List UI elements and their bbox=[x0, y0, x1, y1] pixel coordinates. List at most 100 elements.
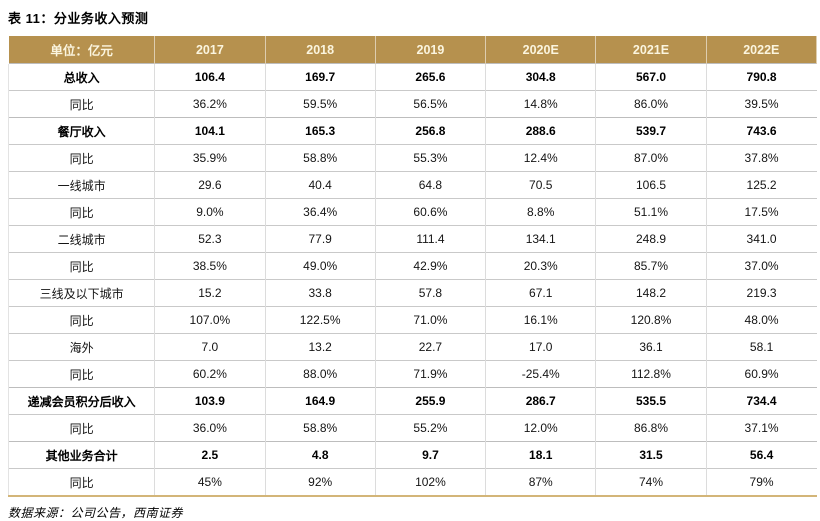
table-row: 同比 35.9% 58.8% 55.3% 12.4% 87.0% 37.8% bbox=[7, 144, 817, 172]
table-row: 海外 7.0 13.2 22.7 17.0 36.1 58.1 bbox=[7, 333, 817, 361]
cell-value: 8.8% bbox=[485, 198, 596, 226]
cell-value: 88.0% bbox=[264, 360, 376, 388]
table-row: 三线及以下城市 15.2 33.8 57.8 67.1 148.2 219.3 bbox=[7, 279, 817, 307]
cell-value: 255.9 bbox=[374, 387, 486, 415]
year-header-2022e: 2022E bbox=[705, 36, 818, 64]
cell-value: 60.6% bbox=[374, 198, 486, 226]
header-row: 单位：亿元 2017 2018 2019 2020E 2021E 2022E bbox=[7, 36, 818, 64]
cell-value: 16.1% bbox=[485, 306, 596, 334]
table-row: 同比 36.2% 59.5% 56.5% 14.8% 86.0% 39.5% bbox=[7, 90, 817, 118]
cell-value: 164.9 bbox=[264, 387, 376, 415]
row-label: 同比 bbox=[7, 90, 155, 118]
cell-value: 103.9 bbox=[154, 387, 266, 415]
cell-value: 60.2% bbox=[154, 360, 266, 388]
table-row: 其他业务合计 2.5 4.8 9.7 18.1 31.5 56.4 bbox=[7, 441, 817, 469]
cell-value: 85.7% bbox=[595, 252, 707, 280]
cell-value: 15.2 bbox=[154, 279, 266, 307]
cell-value: 567.0 bbox=[595, 63, 707, 91]
cell-value: 37.0% bbox=[705, 252, 817, 280]
cell-value: 219.3 bbox=[705, 279, 817, 307]
cell-value: 36.1 bbox=[595, 333, 707, 361]
cell-value: 22.7 bbox=[374, 333, 486, 361]
table-row: 同比 9.0% 36.4% 60.6% 8.8% 51.1% 17.5% bbox=[7, 198, 817, 226]
cell-value: 790.8 bbox=[705, 63, 817, 91]
cell-value: 18.1 bbox=[485, 441, 596, 469]
cell-value: 107.0% bbox=[154, 306, 266, 334]
cell-value: 169.7 bbox=[264, 63, 376, 91]
cell-value: 55.2% bbox=[374, 414, 486, 442]
cell-value: 59.5% bbox=[264, 90, 376, 118]
row-label: 同比 bbox=[7, 198, 155, 226]
cell-value: 56.4 bbox=[705, 441, 817, 469]
cell-value: 286.7 bbox=[485, 387, 596, 415]
cell-value: 70.5 bbox=[485, 171, 596, 199]
cell-value: 37.1% bbox=[705, 414, 817, 442]
cell-value: 86.8% bbox=[595, 414, 707, 442]
row-label: 同比 bbox=[7, 360, 155, 388]
cell-value: 45% bbox=[154, 468, 266, 496]
data-source-note: 数据来源：公司公告，西南证券 bbox=[8, 506, 184, 520]
cell-value: 12.0% bbox=[485, 414, 596, 442]
cell-value: 79% bbox=[705, 468, 817, 496]
cell-value: 58.8% bbox=[264, 144, 376, 172]
cell-value: 265.6 bbox=[374, 63, 486, 91]
cell-value: 304.8 bbox=[485, 63, 596, 91]
cell-value: 134.1 bbox=[485, 225, 596, 253]
row-label: 同比 bbox=[7, 414, 155, 442]
table-row: 二线城市 52.3 77.9 111.4 134.1 248.9 341.0 bbox=[7, 225, 817, 253]
cell-value: 55.3% bbox=[374, 144, 486, 172]
row-label: 三线及以下城市 bbox=[7, 279, 155, 307]
cell-value: 535.5 bbox=[595, 387, 707, 415]
cell-value: 48.0% bbox=[705, 306, 817, 334]
table-body: 总收入 106.4 169.7 265.6 304.8 567.0 790.8 同比 36.2%… bbox=[7, 63, 817, 496]
cell-value: 38.5% bbox=[154, 252, 266, 280]
year-header-2019: 2019 bbox=[374, 36, 487, 64]
cell-value: 4.8 bbox=[264, 441, 376, 469]
cell-value: 734.4 bbox=[705, 387, 817, 415]
cell-value: 125.2 bbox=[705, 171, 817, 199]
cell-value: 29.6 bbox=[154, 171, 266, 199]
cell-value: 9.0% bbox=[154, 198, 266, 226]
year-header-2018: 2018 bbox=[264, 36, 376, 64]
cell-value: 35.9% bbox=[154, 144, 266, 172]
cell-value: 165.3 bbox=[264, 117, 376, 145]
table-row: 餐厅收入 104.1 165.3 256.8 288.6 539.7 743.6 bbox=[7, 117, 817, 145]
table-row: 递减会员积分后收入 103.9 164.9 255.9 286.7 535.5 734.4 bbox=[7, 387, 817, 415]
cell-value: 42.9% bbox=[374, 252, 486, 280]
cell-value: 71.0% bbox=[374, 306, 486, 334]
cell-value: 86.0% bbox=[595, 90, 707, 118]
row-label: 同比 bbox=[7, 468, 155, 496]
unit-header-cell: 单位：亿元 bbox=[7, 36, 156, 64]
cell-value: 58.1 bbox=[705, 333, 817, 361]
row-label: 同比 bbox=[7, 306, 155, 334]
cell-value: 9.7 bbox=[374, 441, 486, 469]
row-label: 餐厅收入 bbox=[7, 117, 155, 145]
cell-value: 288.6 bbox=[485, 117, 596, 145]
cell-value: 248.9 bbox=[595, 225, 707, 253]
table-row: 同比 36.0% 58.8% 55.2% 12.0% 86.8% 37.1% bbox=[7, 414, 817, 442]
table-row: 总收入 106.4 169.7 265.6 304.8 567.0 790.8 bbox=[7, 63, 817, 91]
cell-value: 56.5% bbox=[374, 90, 486, 118]
cell-value: -25.4% bbox=[485, 360, 596, 388]
row-label: 二线城市 bbox=[7, 225, 155, 253]
cell-value: 49.0% bbox=[264, 252, 376, 280]
cell-value: 87% bbox=[485, 468, 596, 496]
cell-value: 148.2 bbox=[595, 279, 707, 307]
cell-value: 37.8% bbox=[705, 144, 817, 172]
cell-value: 20.3% bbox=[485, 252, 596, 280]
cell-value: 39.5% bbox=[705, 90, 817, 118]
cell-value: 111.4 bbox=[374, 225, 486, 253]
table-row: 同比 38.5% 49.0% 42.9% 20.3% 85.7% 37.0% bbox=[7, 252, 817, 280]
cell-value: 51.1% bbox=[595, 198, 707, 226]
cell-value: 36.4% bbox=[264, 198, 376, 226]
year-header-2021e: 2021E bbox=[595, 36, 707, 64]
cell-value: 36.0% bbox=[154, 414, 266, 442]
cell-value: 71.9% bbox=[374, 360, 486, 388]
cell-value: 58.8% bbox=[264, 414, 376, 442]
cell-value: 64.8 bbox=[374, 171, 486, 199]
cell-value: 256.8 bbox=[374, 117, 486, 145]
table-row: 同比 60.2% 88.0% 71.9% -25.4% 112.8% 60.9% bbox=[7, 360, 817, 388]
cell-value: 341.0 bbox=[705, 225, 817, 253]
cell-value: 7.0 bbox=[154, 333, 266, 361]
